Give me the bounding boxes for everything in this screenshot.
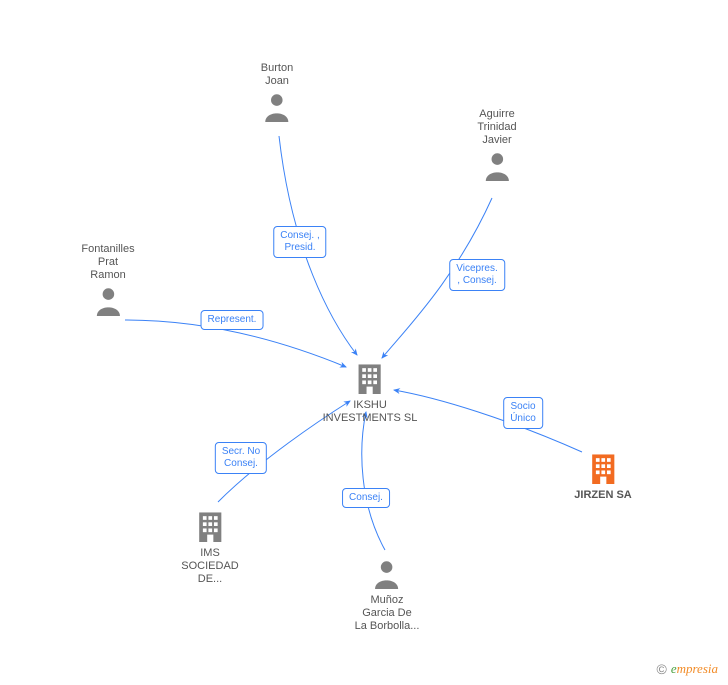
node-label: Burton Joan (261, 62, 293, 88)
node-aguirre[interactable]: Aguirre Trinidad Javier (477, 108, 516, 186)
node-ikshu[interactable]: IKSHU INVESTMENTS SL (323, 358, 418, 425)
network-diagram: IKSHU INVESTMENTS SL Burton Joan Aguirre … (0, 0, 728, 685)
node-label: Aguirre Trinidad Javier (477, 108, 516, 147)
edge-label: Socio Único (503, 397, 543, 429)
person-icon (373, 559, 401, 594)
person-icon (263, 92, 291, 127)
node-label: Muñoz Garcia De La Borbolla... (355, 594, 420, 633)
person-icon (483, 151, 511, 186)
node-font[interactable]: Fontanilles Prat Ramon (81, 243, 134, 321)
edge (362, 412, 385, 550)
edge-label: Secr. No Consej. (215, 442, 267, 474)
edge (394, 390, 582, 452)
copyright-symbol: © (656, 661, 666, 677)
node-label: IKSHU INVESTMENTS SL (323, 399, 418, 425)
person-icon (94, 286, 122, 321)
footer: © empresia (656, 661, 718, 677)
edge-label: Represent. (201, 310, 264, 330)
edge-label: Consej. , Presid. (273, 226, 326, 258)
node-ims[interactable]: IMS SOCIEDAD DE... (181, 506, 238, 586)
node-label: IMS SOCIEDAD DE... (181, 547, 238, 586)
node-burton[interactable]: Burton Joan (261, 62, 293, 127)
node-jirzen[interactable]: JIRZEN SA (574, 448, 631, 502)
building-icon (195, 510, 225, 547)
building-icon (355, 362, 385, 399)
node-label: JIRZEN SA (574, 489, 631, 502)
edge-label: Vicepres. , Consej. (449, 259, 505, 291)
building-icon (588, 452, 618, 489)
edge-label: Consej. (342, 488, 390, 508)
node-munoz[interactable]: Muñoz Garcia De La Borbolla... (355, 555, 420, 633)
node-label: Fontanilles Prat Ramon (81, 243, 134, 282)
brand: empresia (671, 661, 718, 677)
